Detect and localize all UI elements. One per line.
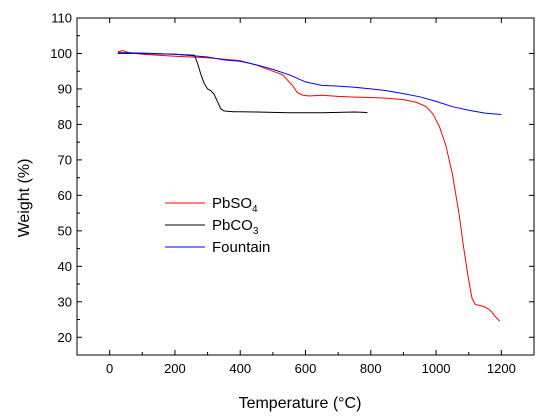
plot-frame <box>76 17 535 356</box>
x-tick-label: 1000 <box>422 361 451 376</box>
series-line-pbso <box>117 50 501 322</box>
y-tick-label: 30 <box>58 294 72 309</box>
series-line-fountain <box>117 53 502 115</box>
y-tick-label: 110 <box>51 11 72 26</box>
legend-label-pbso: PbSO4 <box>212 195 258 215</box>
y-tick-label: 90 <box>58 81 72 96</box>
y-tick-label: 50 <box>58 223 72 238</box>
legend-label-fountain: Fountain <box>212 239 270 256</box>
x-tick-label: 0 <box>106 361 113 376</box>
y-tick-label: 70 <box>58 152 72 167</box>
y-tick-label: 100 <box>50 46 72 61</box>
y-tick-label: 40 <box>58 259 72 274</box>
y-tick-label: 80 <box>58 117 72 132</box>
x-tick-label: 1200 <box>487 361 516 376</box>
y-axis-title: Weight (%) <box>16 159 33 238</box>
ticks-layer: 0 200 400 600 800 1000 1200 20 30 40 50 60 70 80 90 100… <box>50 11 535 376</box>
legend-label-pbco: PbCO3 <box>212 217 259 237</box>
x-tick-label: 800 <box>360 361 382 376</box>
x-tick-label: 200 <box>164 361 186 376</box>
series-line-pbco <box>117 52 368 114</box>
y-tick-label: 20 <box>58 330 72 345</box>
x-tick-label: 600 <box>295 361 317 376</box>
x-axis-title: Temperature (°C) <box>239 395 362 412</box>
series-layer <box>117 50 502 322</box>
plot-border <box>76 17 535 356</box>
y-tick-label: 60 <box>58 188 72 203</box>
x-tick-label: 400 <box>229 361 251 376</box>
